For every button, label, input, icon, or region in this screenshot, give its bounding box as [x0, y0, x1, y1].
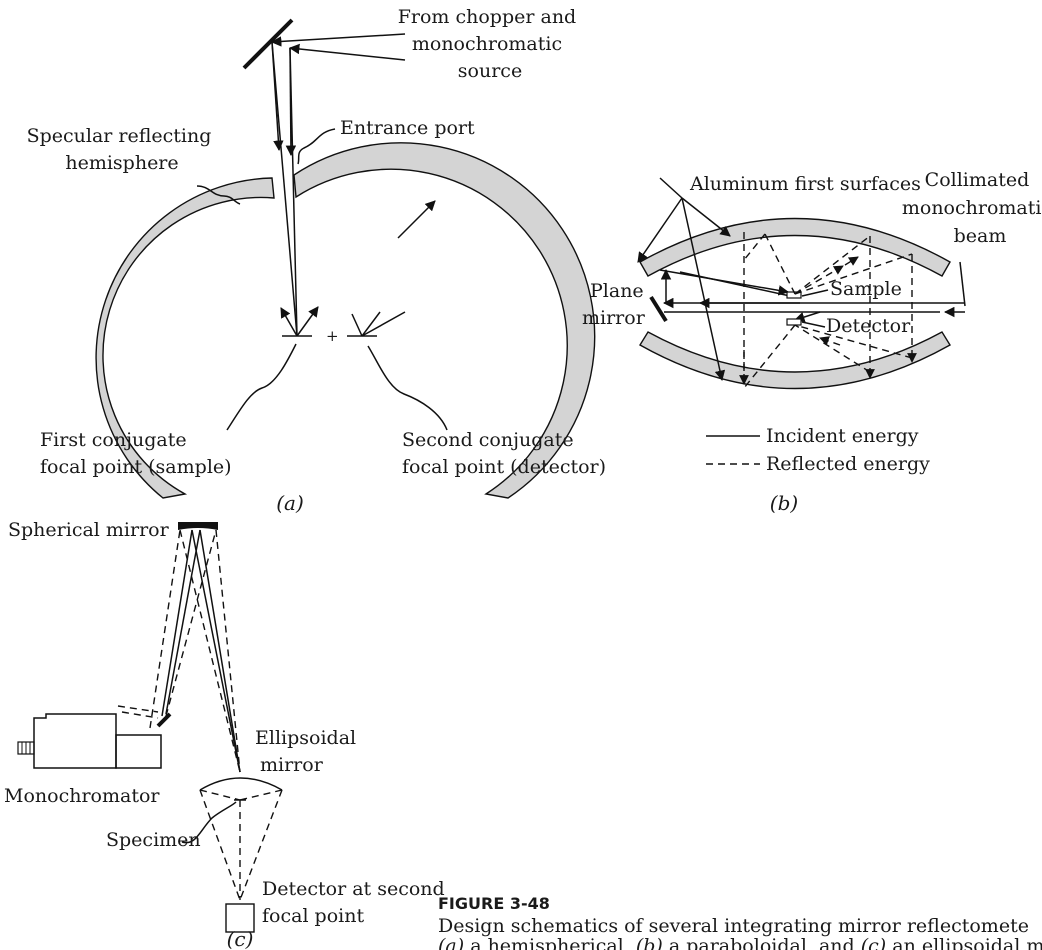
- plane-mirror: [649, 295, 668, 323]
- spherical-mirror: [178, 522, 218, 530]
- sublabel-b: (b): [770, 491, 798, 515]
- dash-ray-2: [165, 529, 217, 717]
- reflect-s2: [794, 265, 844, 295]
- leader-entrance: [297, 128, 336, 165]
- detector-ray-1: [351, 313, 363, 337]
- legend-incident: Incident energy: [766, 425, 919, 447]
- figure-caption: FIGURE 3-48 Design schematics of several…: [438, 894, 1042, 950]
- label-monochromator: Monochromator: [4, 785, 160, 807]
- leader-aluminum-3: [681, 197, 726, 382]
- monochromator-exit: [115, 734, 162, 769]
- solid-ray-2: [165, 529, 201, 715]
- down-ray-1: [271, 41, 298, 337]
- label-detector-b: Detector: [826, 315, 911, 337]
- reflect-d4: [819, 336, 841, 346]
- panel-b-paraboloidal: Aluminum first surfaces Collimated monoc…: [582, 169, 1042, 515]
- reflect-d1: [743, 324, 796, 389]
- reflect-d3: [794, 324, 913, 359]
- paraboloid-shell-bottom: [639, 331, 951, 390]
- radius-arrow: [397, 200, 436, 239]
- reflect-d2: [794, 324, 871, 373]
- caption-line-1: Design schematics of several integrating…: [438, 915, 1029, 937]
- label-first-conjugate: First conjugate focal point (sample): [40, 429, 232, 478]
- dash-ray-5: [117, 705, 159, 713]
- panel-c-ellipsoidal: Spherical mirror Ellipsoidal mirror Mono…: [4, 519, 451, 950]
- sample-reflect-left: [280, 307, 298, 337]
- leader-first: [226, 343, 297, 431]
- reflect-s1: [764, 233, 796, 295]
- monochromator-body: [33, 713, 117, 769]
- leader-sample: [801, 289, 829, 297]
- paraboloid-shell-top: [639, 217, 951, 277]
- label-source: From chopper and monochromatic source: [398, 6, 583, 82]
- label-hemisphere: Specular reflecting hemisphere: [27, 125, 218, 174]
- ellip-edge-right: [239, 789, 283, 801]
- sublabel-a: (a): [276, 491, 304, 515]
- reflect-s4: [794, 253, 913, 295]
- leader-detector: [801, 321, 826, 328]
- folding-mirror: [242, 18, 294, 70]
- solid-ray-3: [191, 529, 241, 773]
- caption-line-2: (a) a hemispherical, (b) a paraboloidal,…: [438, 935, 1042, 950]
- ellip-cone-left: [199, 789, 241, 901]
- reflect-s5: [743, 233, 766, 261]
- detector-ray-2: [361, 311, 381, 337]
- label-second-conjugate: Second conjugate focal point (detector): [402, 429, 606, 478]
- hemisphere-shell-right: [293, 142, 596, 499]
- incoming-ray-2: [288, 43, 406, 61]
- leader-specimen: [181, 801, 237, 844]
- beam-to-sample-2: [679, 271, 791, 297]
- down-ray-2-arrow: [285, 47, 297, 157]
- hemisphere-shell-left: [95, 177, 275, 499]
- detector-square: [225, 903, 255, 933]
- down-ray-1-arrow: [271, 41, 284, 152]
- incoming-ray-1: [270, 33, 406, 47]
- solid-ray-4: [199, 529, 241, 773]
- dash-ray-3: [179, 529, 241, 773]
- ellip-cone-right: [239, 789, 283, 901]
- small-mirror: [156, 712, 172, 728]
- label-aluminum: Aluminum first surfaces: [689, 173, 921, 195]
- center-plus: +: [326, 327, 339, 345]
- legend-reflected: Reflected energy: [766, 453, 930, 475]
- label-ellipsoidal-mirror: Ellipsoidal mirror: [255, 727, 362, 776]
- dash-ray-4: [215, 529, 241, 773]
- label-spherical-mirror: Spherical mirror: [8, 519, 170, 541]
- label-sample: Sample: [830, 278, 902, 300]
- label-specimen: Specimen: [106, 829, 201, 851]
- label-entrance-port: Entrance port: [340, 117, 475, 139]
- reflect-s6: [844, 256, 859, 266]
- label-plane-mirror: Plane mirror: [582, 280, 650, 329]
- label-beam: Collimated monochromatic beam: [902, 169, 1042, 247]
- ellip-edge-left: [199, 789, 241, 801]
- dash-ray-1: [149, 529, 181, 729]
- caption-figure-number: FIGURE 3-48: [438, 894, 550, 913]
- detector-ray-3: [361, 311, 406, 337]
- ellipsoidal-mirror: [199, 777, 283, 791]
- sublabel-c: (c): [227, 927, 254, 950]
- sample-reflect-right: [296, 306, 319, 337]
- solid-ray-1: [161, 529, 193, 717]
- leader-aluminum-2: [681, 197, 731, 237]
- leader-aluminum-1: [637, 197, 683, 263]
- leader-aluminum-top: [659, 177, 683, 199]
- leader-hemisphere: [196, 185, 241, 205]
- leader-beam: [959, 261, 966, 307]
- panel-a-hemispherical: + From chopper and monochromatic source …: [27, 6, 607, 515]
- detector-rect: [786, 318, 802, 326]
- label-detector-c: Detector at second focal point: [262, 878, 451, 927]
- leader-second: [367, 345, 448, 431]
- dash-ray-6: [121, 711, 159, 719]
- reflect-s3: [794, 235, 871, 295]
